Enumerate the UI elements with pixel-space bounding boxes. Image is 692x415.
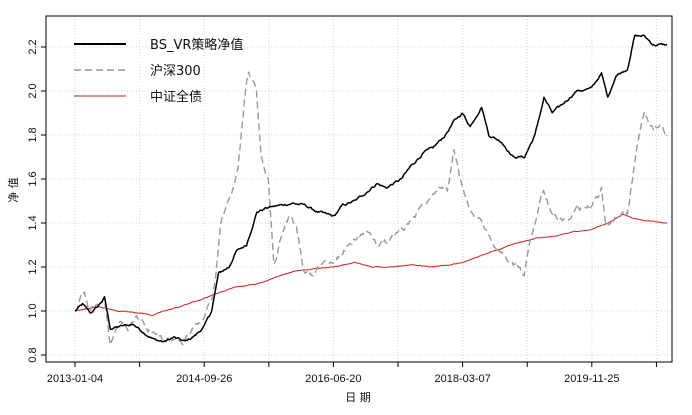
x-tick-label: 2019-11-25 [564, 373, 619, 385]
y-axis-title: 净 值 [6, 177, 20, 203]
series-line-3 [74, 213, 668, 317]
y-tick-label: 1.6 [27, 171, 39, 186]
y-tick-label: 1.2 [27, 259, 39, 274]
legend-label-2: 沪深300 [150, 63, 201, 79]
legend-label-3: 中证全债 [150, 89, 202, 105]
x-tick-label: 2018-03-07 [434, 373, 490, 385]
series-layer [74, 34, 668, 346]
y-tick-label: 2.2 [27, 39, 39, 54]
y-tick-label: 1.8 [27, 127, 39, 142]
series-line-1 [74, 34, 668, 343]
y-tick-label: 1.0 [27, 303, 39, 318]
x-tick-label: 2013-01-04 [47, 373, 103, 385]
x-tick-label: 2014-09-26 [176, 373, 232, 385]
y-tick-label: 0.8 [27, 347, 39, 362]
y-tick-label: 1.4 [27, 215, 39, 230]
plot-frame [45, 15, 673, 363]
x-axis-title: 日 期 [345, 391, 371, 404]
x-tick-label: 2016-06-20 [305, 373, 361, 385]
axes: 0.8 1.0 1.2 1.4 1.6 1.8 2.0 2.2 2013-01-04 2014-0… [27, 39, 657, 385]
legend-label-1: BS_VR策略净值 [150, 37, 243, 53]
series-line-2 [74, 71, 668, 346]
y-tick-label: 2.0 [27, 83, 39, 98]
grid [46, 16, 672, 362]
